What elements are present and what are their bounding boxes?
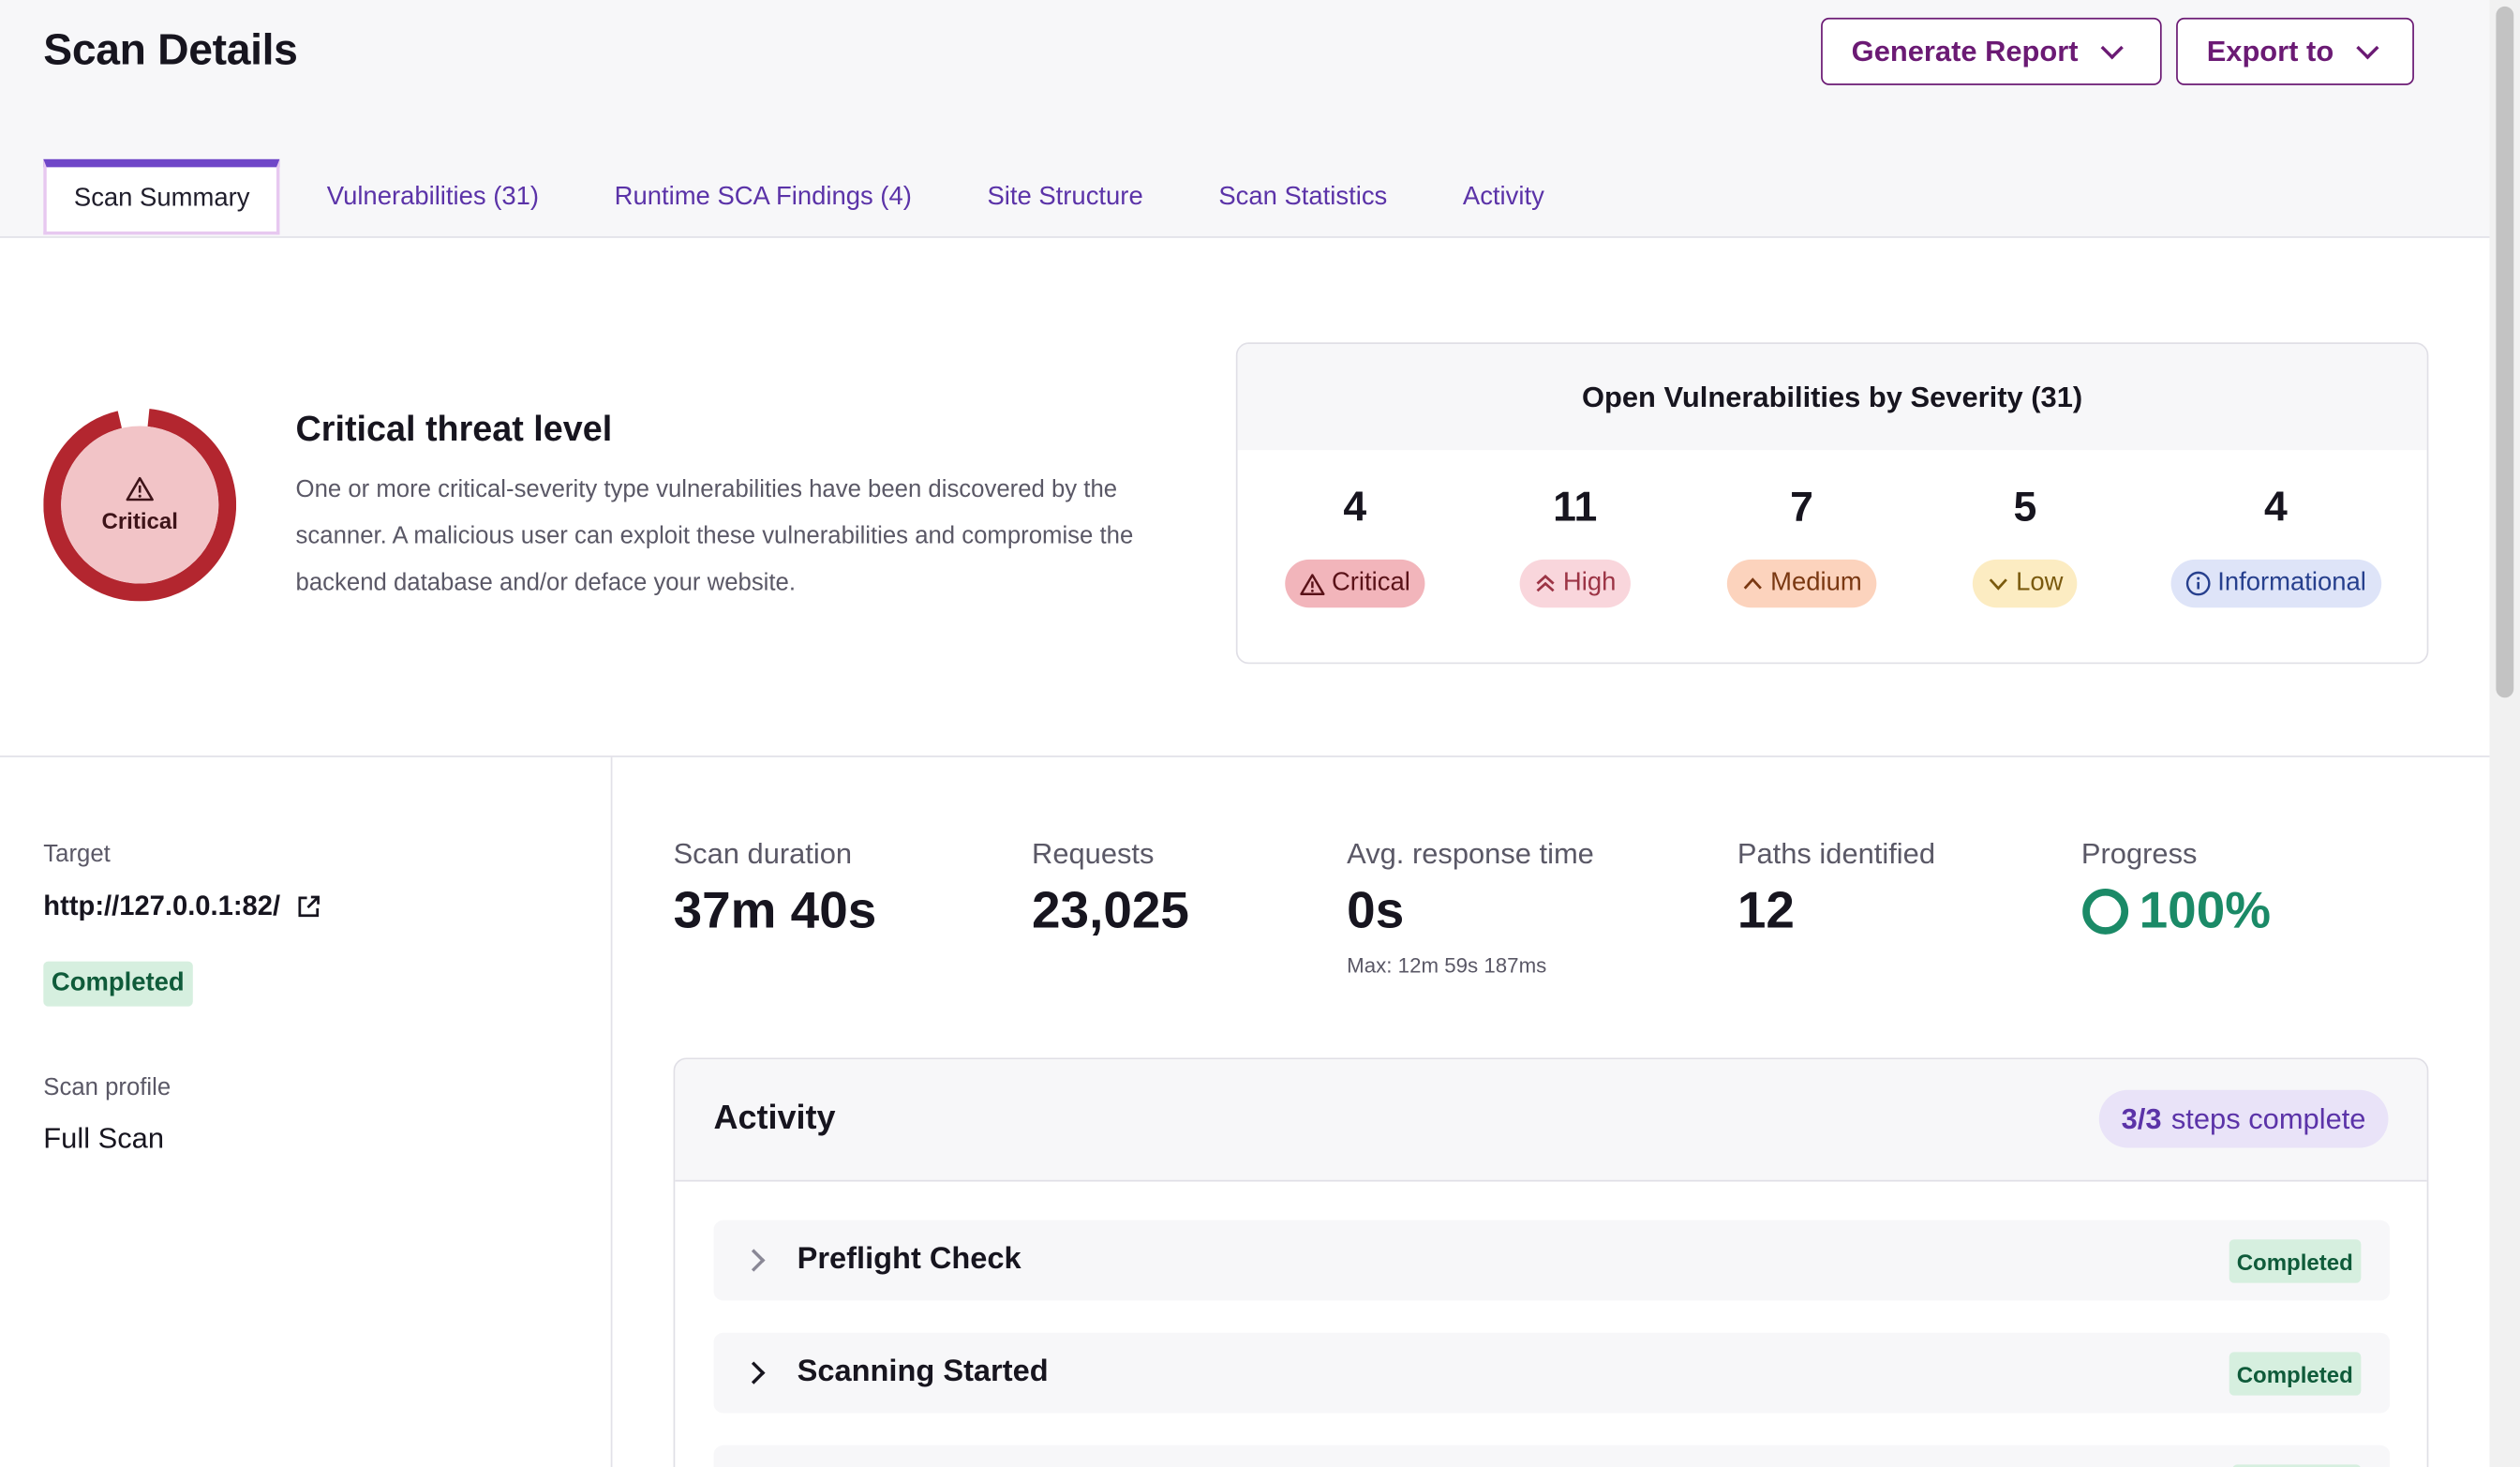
chevron-right-icon[interactable] [742, 1361, 766, 1385]
target-url-text: http://127.0.0.1:82/ [43, 891, 281, 921]
stat-subtext: Max: 12m 59s 187ms [1347, 952, 1547, 978]
stat-label: Requests [1032, 837, 1155, 870]
stat-label: Avg. response time [1347, 837, 1594, 870]
info-icon [2185, 571, 2211, 596]
activity-row-title: Preflight Check [797, 1242, 1021, 1277]
severity-pill-informational: Informational [2170, 559, 2381, 608]
tab-vulnerabilities[interactable]: Vulnerabilities (31) [326, 182, 540, 210]
export-to-label: Export to [2206, 34, 2334, 67]
severity-pill-label: Low [2016, 569, 2064, 597]
generate-report-label: Generate Report [1851, 34, 2079, 67]
activity-card: Activity 3/3 steps complete Preflight Ch… [673, 1057, 2429, 1467]
severity-card: Open Vulnerabilities by Severity (31) 4 … [1235, 342, 2429, 665]
activity-row-status [2232, 1464, 2362, 1467]
stat-value: 12 [1737, 880, 1795, 939]
severity-low[interactable]: 5 Low [1972, 482, 2078, 608]
severity-count: 4 [2264, 482, 2288, 531]
double-chevron-up-icon [1536, 574, 1555, 592]
threat-level-gauge: Critical [43, 408, 237, 602]
stat-label: Progress [2080, 837, 2198, 870]
severity-count: 4 [1343, 482, 1367, 531]
stat-value: 37m 40s [673, 880, 877, 939]
stat-requests: Requests 23,025 [1032, 838, 1189, 941]
severity-informational[interactable]: 4 Informational [2170, 482, 2381, 608]
chevron-up-icon [1743, 577, 1762, 590]
progress-ring-icon [2082, 888, 2129, 934]
activity-row-status: Completed [2229, 1239, 2362, 1283]
tab-bar: Scan Summary Vulnerabilities (31) Runtim… [43, 158, 1590, 238]
export-to-button[interactable]: Export to [2176, 17, 2414, 85]
steps-count: 3/3 [2121, 1101, 2162, 1134]
page-scrollbar[interactable] [2489, 0, 2520, 1467]
activity-row-status: Completed [2229, 1352, 2362, 1396]
column-divider [610, 756, 613, 1467]
chevron-right-icon[interactable] [742, 1249, 766, 1272]
threat-level-badge: Critical [61, 426, 219, 584]
activity-row-partial[interactable] [713, 1445, 2391, 1467]
severity-count: 11 [1553, 482, 1598, 531]
severity-count: 7 [1790, 482, 1813, 531]
stat-label: Paths identified [1737, 837, 1936, 870]
threat-title: Critical threat level [295, 408, 613, 449]
activity-row-preflight-check[interactable]: Preflight Check Completed [713, 1220, 2391, 1301]
stat-avg-response-time: Avg. response time 0s Max: 12m 59s 187ms [1347, 838, 1594, 978]
scan-profile-label: Scan profile [43, 1073, 171, 1101]
stat-value: 23,025 [1032, 880, 1189, 939]
severity-medium[interactable]: 7 Medium [1726, 482, 1877, 608]
stat-label: Scan duration [673, 837, 853, 870]
tab-runtime-sca-findings[interactable]: Runtime SCA Findings (4) [614, 182, 912, 210]
severity-pill-label: Medium [1770, 569, 1862, 597]
threat-description: One or more critical-severity type vulne… [295, 475, 1134, 597]
severity-pill-high: High [1519, 559, 1631, 608]
scrollbar-thumb[interactable] [2496, 6, 2514, 698]
page-header: Scan Details Generate Report Export to S… [0, 0, 2490, 238]
tab-site-structure[interactable]: Site Structure [987, 182, 1143, 210]
chevron-down-icon [2356, 37, 2379, 60]
external-link-icon[interactable] [296, 894, 321, 920]
severity-pill-critical: Critical [1285, 559, 1425, 608]
stat-paths-identified: Paths identified 12 [1737, 838, 1935, 941]
tab-activity[interactable]: Activity [1462, 182, 1544, 210]
chevron-down-icon [1989, 578, 2007, 591]
severity-high[interactable]: 11 High [1519, 482, 1631, 608]
severity-pill-label: High [1562, 569, 1617, 597]
activity-header: Activity 3/3 steps complete [675, 1059, 2427, 1182]
tab-scan-summary[interactable]: Scan Summary [43, 158, 281, 235]
tab-scan-statistics[interactable]: Scan Statistics [1218, 182, 1388, 210]
severity-critical[interactable]: 4 Critical [1285, 482, 1425, 608]
severity-card-title: Open Vulnerabilities by Severity (31) [1237, 344, 2427, 451]
severity-pill-label: Critical [1331, 569, 1410, 597]
stat-value: 100% [2081, 881, 2271, 940]
activity-title: Activity [713, 1100, 836, 1137]
stat-progress: Progress 100% [2081, 838, 2271, 941]
severity-pill-label: Informational [2217, 569, 2366, 597]
page-title: Scan Details [43, 25, 298, 74]
progress-value: 100% [2139, 880, 2272, 939]
severity-count: 5 [2013, 482, 2037, 531]
threat-level-label: Critical [101, 507, 178, 534]
chevron-down-icon [2100, 37, 2124, 60]
generate-report-button[interactable]: Generate Report [1821, 17, 2162, 85]
threat-ring-svg [43, 408, 237, 602]
severity-pill-low: Low [1972, 559, 2078, 608]
severity-pill-medium: Medium [1726, 559, 1877, 608]
activity-row-scanning-started[interactable]: Scanning Started Completed [713, 1332, 2391, 1414]
scan-profile-value: Full Scan [43, 1122, 165, 1155]
scan-status-badge: Completed [43, 961, 193, 1007]
activity-row-title: Scanning Started [797, 1355, 1049, 1389]
stat-scan-duration: Scan duration 37m 40s [674, 838, 877, 941]
warning-triangle-icon [126, 476, 154, 501]
steps-text: steps complete [2170, 1101, 2366, 1134]
steps-complete-badge: 3/3 steps complete [2098, 1089, 2389, 1148]
stat-value: 0s [1347, 880, 1405, 939]
warning-triangle-icon [1300, 573, 1325, 595]
target-url[interactable]: http://127.0.0.1:82/ [43, 891, 321, 922]
target-label: Target [43, 840, 111, 869]
section-divider [0, 756, 2490, 757]
